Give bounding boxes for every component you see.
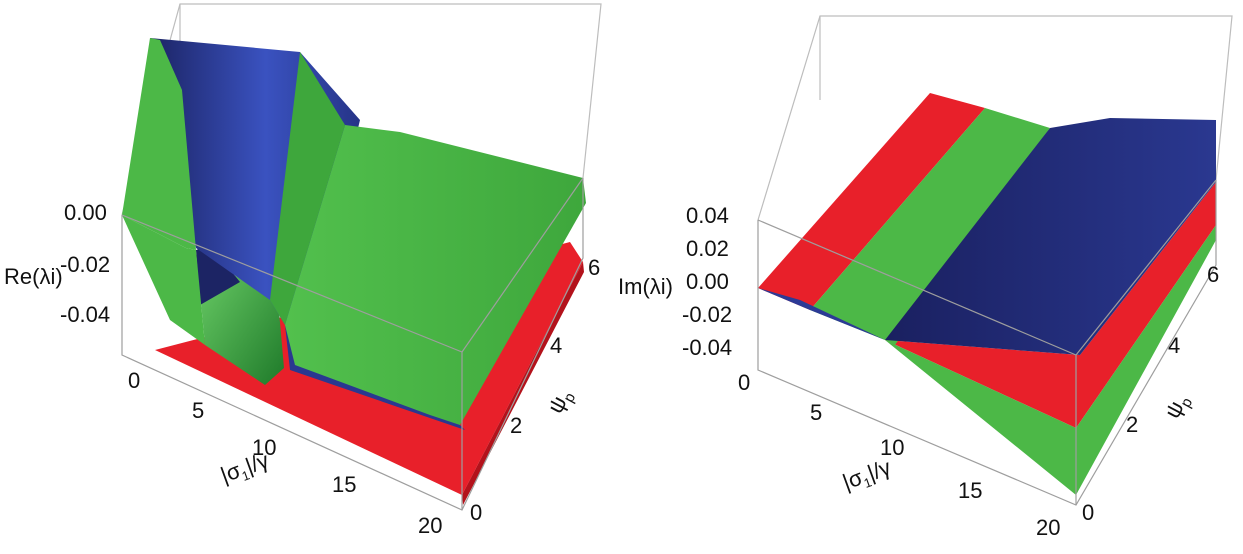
re-x-tick: 0 <box>128 368 140 393</box>
im-surface-green-wedge <box>885 225 1216 495</box>
im-y-tick: 4 <box>1168 333 1180 358</box>
re-z-ticks: 0.00 -0.02 -0.04 <box>60 200 110 327</box>
re-surface-green-left <box>122 215 205 345</box>
im-box-back <box>757 15 1233 221</box>
im-x-label-sub: 1 <box>862 474 874 491</box>
im-x-ticks: 0 5 10 15 20 <box>738 370 1060 540</box>
im-z-label: Im(λi) <box>618 274 673 299</box>
im-x-tick: 10 <box>880 435 904 460</box>
chart-im: 0.04 0.02 0.00 -0.02 -0.04 Im(λi) 0 5 10… <box>618 15 1233 540</box>
re-x-tick: 15 <box>332 472 356 497</box>
re-z-tick: 0.00 <box>64 200 107 225</box>
im-z-tick: 0.00 <box>686 269 729 294</box>
re-box-front <box>121 177 584 511</box>
re-x-label: |σ1|/γ <box>217 447 273 490</box>
im-x-tick: 20 <box>1036 515 1060 540</box>
re-y-label: ψp <box>542 384 579 419</box>
im-y-tick: 6 <box>1207 262 1219 287</box>
re-y-tick: 2 <box>510 413 522 438</box>
im-x-tick: 0 <box>738 370 750 395</box>
im-surface-red-top <box>758 93 985 310</box>
im-y-ticks: 0 2 4 6 <box>1082 262 1219 525</box>
svg-text:ψp: ψp <box>1159 389 1196 424</box>
im-surface-green-strip <box>810 108 1050 345</box>
im-z-tick: 0.04 <box>686 203 729 228</box>
re-y-ticks: 0 2 4 6 <box>470 255 600 525</box>
re-y-tick: 4 <box>550 333 562 358</box>
re-surface-green-ridge <box>270 52 345 325</box>
re-x-tick: 10 <box>252 435 276 460</box>
im-x-label: |σ1|/γ <box>839 454 895 497</box>
re-z-tick: -0.04 <box>60 302 110 327</box>
im-surface-blue-thin <box>758 288 885 340</box>
re-surface-green-far <box>122 38 196 250</box>
re-z-tick: -0.02 <box>60 252 110 277</box>
im-x-tick: 15 <box>958 478 982 503</box>
svg-text:ψp: ψp <box>542 384 579 419</box>
im-z-tick: 0.02 <box>686 236 729 261</box>
svg-text:|σ1|/γ: |σ1|/γ <box>217 447 273 490</box>
svg-text:|σ1|/γ: |σ1|/γ <box>839 454 895 497</box>
re-z-label: Re(λi) <box>4 264 63 289</box>
re-x-tick: 5 <box>192 398 204 423</box>
im-y-label: ψp <box>1159 389 1196 424</box>
chart-re: 0.00 -0.02 -0.04 Re(λi) 0 5 10 15 20 |σ1… <box>4 3 602 538</box>
im-z-tick: -0.02 <box>682 302 732 327</box>
im-y-tick: 2 <box>1126 412 1138 437</box>
re-x-tick: 20 <box>418 513 442 538</box>
im-surface-red-mid <box>885 182 1216 428</box>
re-y-tick: 6 <box>588 255 600 280</box>
im-z-tick: -0.04 <box>682 335 732 360</box>
re-y-tick: 0 <box>470 500 482 525</box>
im-z-ticks: 0.04 0.02 0.00 -0.02 -0.04 <box>682 203 732 360</box>
im-box-front <box>757 179 1217 506</box>
im-y-tick: 0 <box>1082 500 1094 525</box>
re-surface-green-main <box>285 125 586 425</box>
im-x-tick: 5 <box>810 400 822 425</box>
re-x-label-sub: 1 <box>240 467 252 484</box>
im-surface-blue <box>885 118 1216 355</box>
re-surface-blue-hole <box>196 245 240 305</box>
re-x-ticks: 0 5 10 15 20 <box>128 368 442 538</box>
